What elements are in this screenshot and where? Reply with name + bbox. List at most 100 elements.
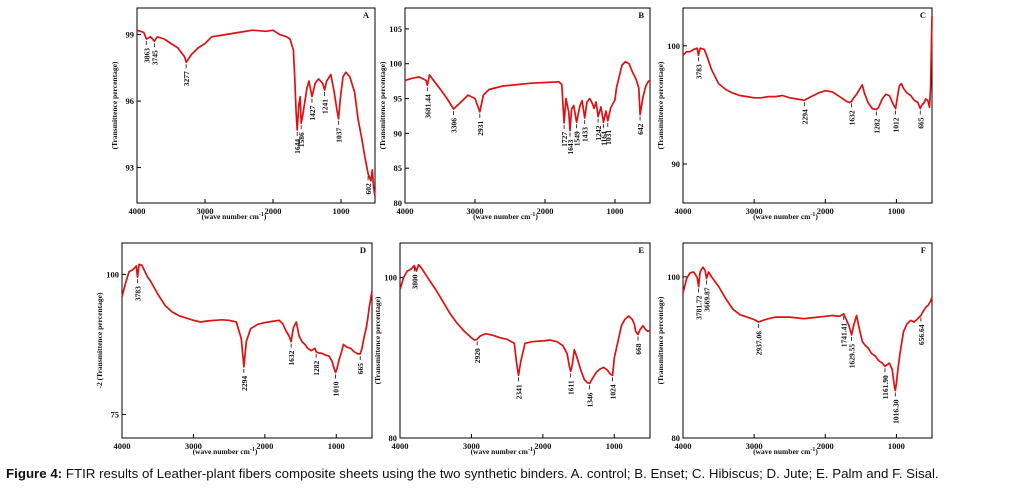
peak-label: 2920 [473,348,482,363]
x-tick-label: 4000 [397,206,414,216]
peak-label: 1161.90 [881,375,890,399]
peak-label: 1644 [293,139,302,154]
peak-label: 3781.72 [695,295,704,320]
y-tick-label: 100 [389,59,402,69]
y-tick-label: 85 [394,163,403,173]
x-tick-label: 1000 [888,441,905,451]
spectrum-line [404,60,651,132]
x-tick-label: 2000 [817,206,834,216]
caption-label: Figure 4: [6,466,63,481]
peak-label: 3669.87 [703,287,712,312]
x-tick-label: 4000 [392,441,409,451]
peak-label: 2937.06 [755,331,764,356]
y-axis-label: (Transmittence percentage) [378,61,387,149]
x-axis-label: (wave number cm-1) [473,212,538,221]
x-tick-label: 2000 [256,441,273,451]
peak-label: 3306 [450,118,459,133]
peak-label: 3277 [182,71,191,86]
spectrum-line [399,263,651,385]
peak-label: 665 [916,117,925,129]
peak-label: 1037 [334,128,343,143]
y-tick-label: 100 [667,272,680,282]
figure-caption: Figure 4: FTIR results of Leather-plant … [6,466,1031,481]
y-tick-label: 75 [111,409,120,419]
x-tick-label: 1000 [333,206,350,216]
x-axis-label: (wave number cm-1) [471,447,536,456]
peak-label: 1629.55 [848,344,857,369]
x-axis-label: (wave number cm-1) [753,212,818,221]
x-tick-label: 3000 [746,206,763,216]
y-axis-label: (Transmittence percentage) [110,61,119,149]
peak-label: 656.64 [917,324,926,345]
peak-label: 642 [636,123,645,135]
peak-label: 2294 [240,376,249,391]
peak-label: 668 [634,343,643,355]
peak-label: 3681.44 [423,94,432,119]
x-tick-label: 4000 [114,441,131,451]
y-tick-label: 96 [126,96,135,106]
peak-label: 1643 [566,139,575,154]
peak-label: 1346 [586,392,595,407]
x-tick-label: 3000 [185,441,202,451]
chart-panel-f: 4000 3000 2000 1000 100 80 (wave number cm-1) (… [656,242,933,456]
plot-frame [121,242,373,439]
spectrum-line [682,266,933,392]
chart-panel-a: 4000 3000 2000 1000 99 96 93 (wave number cm-1)… [110,7,376,221]
peak-label: 2931 [476,121,485,136]
x-tick-label: 2000 [534,441,551,451]
peak-label: 1611 [567,380,576,395]
peak-label: 3863 [142,48,151,63]
peak-label: 1433 [581,127,590,142]
y-tick-label: 80 [389,433,398,443]
x-tick-label: 3000 [467,206,484,216]
y-axis-label: (Transmittence percentage) [656,296,665,384]
y-tick-label: 80 [672,433,681,443]
x-tick-label: 2000 [817,441,834,451]
peak-label: 3800 [410,274,419,289]
peak-label: 3783 [134,286,143,301]
y-axis-label: (Transmittence percentage) [656,61,665,149]
peak-label: 1010 [332,381,341,396]
x-tick-label: 4000 [675,206,692,216]
y-tick-label: 100 [106,269,119,279]
peak-label: 2341 [515,384,524,399]
panel-letter: E [638,245,644,255]
y-tick-label: 100 [667,41,680,51]
caption-text: FTIR results of Leather-plant fibers com… [65,466,939,481]
peak-label: 602 [364,183,373,195]
peak-label: 2294 [800,109,809,124]
panel-letter: F [921,245,926,255]
spectrum-line [121,263,373,374]
y-tick-label: 100 [384,273,397,283]
peak-label: 1282 [312,360,321,375]
x-tick-label: 1000 [888,206,905,216]
plot-frame [399,242,651,439]
peak-label: 1632 [847,110,856,125]
peak-label: 1031 [604,130,613,145]
y-tick-label: 90 [394,128,403,138]
panel-letter: C [920,10,926,20]
x-tick-label: 1000 [607,206,624,216]
x-tick-label: 3000 [463,441,480,451]
y-axis-label: -2 (Transmittence percentage) [95,292,104,388]
x-axis-label: (wave number cm-1) [202,212,267,221]
x-axis-label: (wave number cm-1) [193,447,258,456]
peak-label: 1242 [594,125,603,140]
plot-frame [136,7,376,204]
peak-label: 1024 [609,384,618,399]
panel-letter: D [360,245,366,255]
y-tick-label: 80 [394,198,403,208]
y-tick-label: 90 [672,159,681,169]
plot-frame [682,7,933,204]
peak-label: 1164 [600,131,609,146]
peak-label: 1241 [321,99,330,114]
spectrum-line [136,29,376,197]
x-tick-label: 3000 [197,206,214,216]
x-tick-label: 1000 [328,441,345,451]
x-axis-label: (wave number cm-1) [753,447,818,456]
peak-label: 3745 [150,50,159,65]
chart-panel-d: 4000 3000 2000 1000 100 75 (wave number cm-1) -… [95,242,373,456]
peak-label: 1727 [560,132,569,147]
x-tick-label: 4000 [129,206,146,216]
peak-label: 1549 [573,131,582,146]
